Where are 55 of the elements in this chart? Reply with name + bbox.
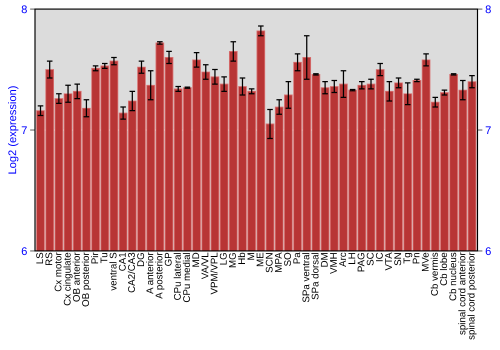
x-tick-label: SPa dorsal <box>311 252 319 300</box>
x-tick-label: SN <box>394 253 402 266</box>
x-tick-label: spinal cord posterior <box>467 252 477 340</box>
x-tick-label: OB anterior <box>72 252 80 302</box>
y2-tick-label: 8 <box>486 5 491 14</box>
x-tick-label: LH <box>348 253 356 264</box>
x-tick-label: Cb vermis <box>430 252 438 296</box>
x-tick-label: VTA <box>385 252 392 270</box>
x-tick-label: IC <box>376 252 383 262</box>
x-tick-label: SC <box>366 252 374 266</box>
x-tick-label: Arc <box>339 252 346 267</box>
x-tick-label: Tg <box>404 252 412 264</box>
x-tick-label: PAG <box>358 253 364 272</box>
x-tick-label: MG <box>229 253 236 268</box>
x-tick-label: M <box>247 253 254 260</box>
y2-tick-label: 6 <box>486 247 491 256</box>
x-tick-label: VMH <box>330 253 337 274</box>
x-tick-label: RS <box>45 252 52 266</box>
x-tick-label: Pa <box>293 252 300 264</box>
x-tick-label: CPu medial <box>182 252 190 302</box>
x-tick-label: MD <box>192 252 200 267</box>
x-tick-label: DM <box>320 253 328 267</box>
x-tick-label: Cx cingulate <box>64 252 73 306</box>
x-tick-label: LG <box>220 253 227 265</box>
x-tick-label: SCN <box>266 253 273 272</box>
y-tick-label: 6 <box>22 247 27 256</box>
x-tick-label: CA2/CA3 <box>128 252 135 292</box>
x-tick-label: OB posterior <box>82 252 91 306</box>
x-tick-label: MPA <box>275 252 282 272</box>
x-tick-label: Cb nucleus <box>449 252 456 300</box>
x-tick-label: SPa ventral <box>302 252 310 302</box>
x-tick-label: MVe <box>422 252 429 271</box>
x-tick-label: SO <box>284 252 291 266</box>
x-tick-label: Cx motor <box>54 252 62 292</box>
x-tick-label: Tu <box>100 252 108 264</box>
x-tick-label: Pn <box>412 252 420 264</box>
y-tick-label: 7 <box>22 126 27 134</box>
x-tick-label: ventral S <box>109 252 117 291</box>
x-tick-label: A anterior <box>146 252 154 294</box>
y-tick-label: 8 <box>22 5 27 14</box>
x-tick-label: VA/VL <box>201 252 208 280</box>
x-tick-label: ME <box>256 252 264 266</box>
x-tick-label: LS <box>36 252 44 264</box>
x-tick-label: VPM/VPL <box>210 252 218 294</box>
y2-tick-label: 7 <box>486 126 491 134</box>
x-tick-label: GP <box>164 252 172 266</box>
x-tick-label: spinal cord anterior <box>458 252 468 335</box>
x-tick-label: A posterior <box>155 252 164 299</box>
x-tick-label: Cb lobe <box>440 252 448 286</box>
x-tick-label: DG <box>137 253 144 266</box>
x-tick-label: Hb <box>238 252 246 264</box>
y-axis-title: Log2 (expression) <box>8 86 18 174</box>
x-tick-label: CPu lateral <box>174 252 181 300</box>
x-tick-label: CA1 <box>118 252 126 271</box>
x-tick-label: Pir <box>91 252 98 264</box>
